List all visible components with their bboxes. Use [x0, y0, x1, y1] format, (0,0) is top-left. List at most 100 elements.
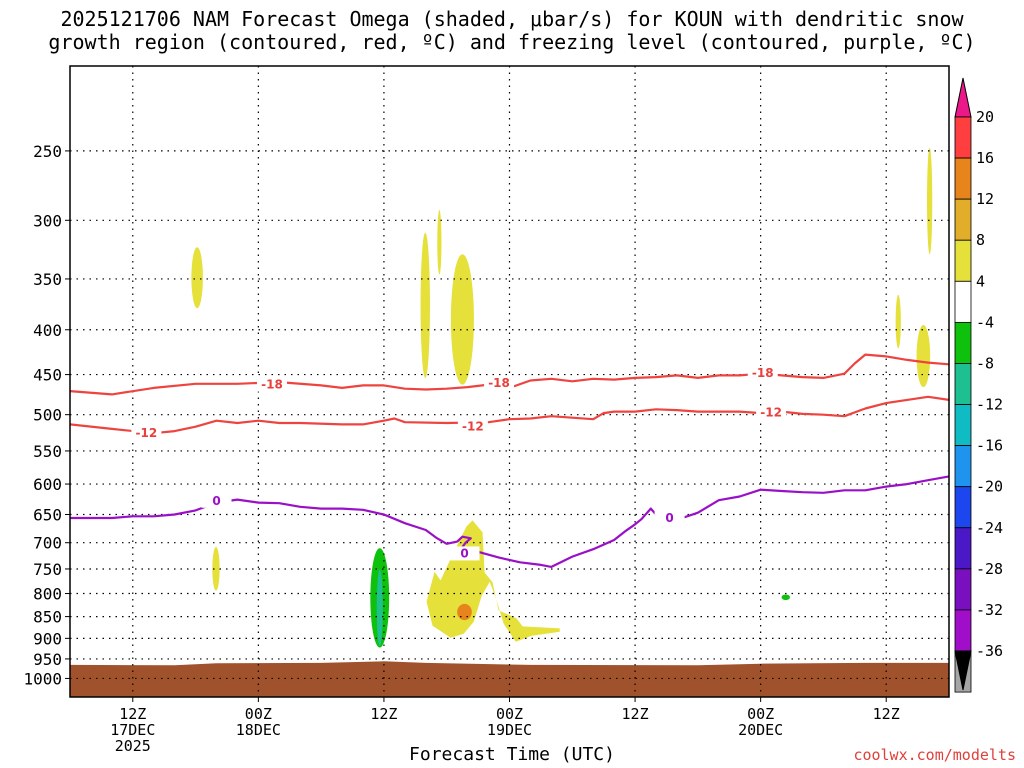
colorbar-swatch	[954, 280, 972, 323]
y-tick-label: 650	[33, 506, 62, 525]
colorbar-label: -8	[976, 354, 994, 372]
x-tick-label: 2025	[115, 737, 151, 755]
y-tick-label: 300	[33, 211, 62, 230]
colorbar-swatch	[954, 363, 972, 405]
contour-label-bg	[256, 377, 287, 392]
y-tick-label: 350	[33, 270, 62, 289]
contour-label-bg	[449, 546, 480, 561]
y-tick-label: 600	[33, 475, 62, 494]
colorbar-label: -32	[976, 601, 1003, 619]
colorbar-swatch	[954, 404, 972, 447]
omega-colorbar: 20 16 12 8 4 -4 -8 -12 -16 -20 -24 -28 -32 -36	[954, 77, 1003, 693]
x-tick-label: 20DEC	[738, 721, 783, 739]
colorbar-label: -20	[976, 478, 1003, 496]
colorbar-label: -28	[976, 560, 1003, 578]
colorbar-swatch	[954, 239, 972, 282]
contour-label: -12	[760, 405, 782, 419]
omega-area	[450, 254, 474, 385]
y-tick-label: 1000	[23, 669, 62, 688]
y-tick-label: 700	[33, 534, 62, 553]
omega-area	[420, 232, 430, 378]
x-tick-label: 12Z	[873, 705, 900, 723]
contour-line	[70, 353, 949, 396]
colorbar-label: 4	[976, 272, 985, 290]
contour-label-bg	[654, 511, 685, 526]
omega-area	[426, 520, 560, 642]
x-tick-label: 00Z	[496, 705, 523, 723]
contour-label: -12	[136, 426, 158, 440]
title-line-2: growth region (contoured, red, ºC) and f…	[48, 30, 976, 54]
contour-label: 0	[460, 546, 468, 560]
x-tick-label: 00Z	[747, 705, 774, 723]
y-tick-label: 250	[33, 142, 62, 161]
omega-area	[916, 324, 931, 388]
colorbar-label: 8	[976, 231, 985, 249]
colorbar-swatch	[954, 445, 972, 488]
contour-line	[70, 475, 949, 569]
contour-label-bg	[756, 405, 787, 420]
colorbar-swatch	[954, 198, 972, 241]
colorbar-swatch	[954, 157, 972, 200]
colorbar-label: 16	[976, 149, 994, 167]
y-tick-label: 450	[33, 366, 62, 385]
colorbar-label: -36	[976, 642, 1003, 660]
contour-label-bg	[747, 365, 778, 380]
plot-inner: -18 -18 -18 -12 -12 -12 0 0 0	[70, 66, 949, 697]
y-tick-label: 750	[33, 560, 62, 579]
contour-label-bg	[201, 493, 232, 508]
contour-label: 0	[665, 511, 673, 525]
contour-label-bg	[484, 375, 515, 390]
colorbar-label: -12	[976, 396, 1003, 414]
site-credit: coolwx.com/modelts	[853, 746, 1016, 764]
y-tick-label: 400	[33, 321, 62, 340]
contour-label: -12	[462, 420, 484, 434]
colorbar-swatch	[954, 527, 972, 570]
omega-area-core	[376, 569, 383, 647]
title-line-1: 2025121706 NAM Forecast Omega (shaded, μ…	[60, 7, 964, 31]
omega-area	[457, 603, 472, 621]
plot-area: -18 -18 -18 -12 -12 -12 0 0 0	[69, 65, 950, 698]
x-tick-label: 19DEC	[487, 721, 532, 739]
y-tick-label: 500	[33, 406, 62, 425]
colorbar-swatch	[954, 116, 972, 159]
colorbar-label: 20	[976, 108, 994, 126]
x-tick-label: 00Z	[245, 705, 272, 723]
colorbar-swatch	[954, 568, 972, 611]
omega-area	[927, 147, 933, 255]
omega-area	[437, 210, 442, 275]
omega-area	[781, 594, 790, 601]
x-tick-label: 12Z	[622, 705, 649, 723]
colorbar-swatch	[954, 486, 972, 529]
x-tick-label: 17DEC	[110, 721, 155, 739]
x-tick-label: 12Z	[119, 705, 146, 723]
contour-label: -18	[752, 366, 774, 380]
y-tick-label: 550	[33, 442, 62, 461]
contour-label: -18	[488, 376, 510, 390]
contour-label: -18	[261, 378, 283, 392]
x-axis-title: Forecast Time (UTC)	[409, 744, 615, 765]
x-tick-label: 18DEC	[236, 721, 281, 739]
y-tick-label: 900	[33, 629, 62, 648]
colorbar-label: -24	[976, 519, 1003, 537]
omega-area	[895, 294, 901, 349]
colorbar-label: 12	[976, 190, 994, 208]
colorbar-swatch	[954, 321, 972, 364]
colorbar-swatch	[954, 609, 972, 652]
contour-label: 0	[212, 494, 220, 508]
y-tick-label: 950	[33, 650, 62, 669]
x-tick-label: 12Z	[370, 705, 397, 723]
y-axis: 250 300 350 400 450 500 550 600 650 700 750 800 850 9…	[23, 142, 70, 688]
colorbar-label: -16	[976, 437, 1003, 455]
colorbar-label: -4	[976, 313, 994, 331]
y-tick-label: 800	[33, 585, 62, 604]
chart-title: 2025121706 NAM Forecast Omega (shaded, μ…	[0, 8, 1024, 54]
contour-label-bg	[457, 419, 488, 434]
omega-area	[191, 247, 203, 309]
contour-line	[70, 395, 949, 435]
colorbar-top-arrow	[954, 77, 972, 118]
y-tick-label: 850	[33, 608, 62, 627]
ground-surface	[70, 661, 949, 697]
colorbar-bottom-arrow	[954, 650, 972, 691]
